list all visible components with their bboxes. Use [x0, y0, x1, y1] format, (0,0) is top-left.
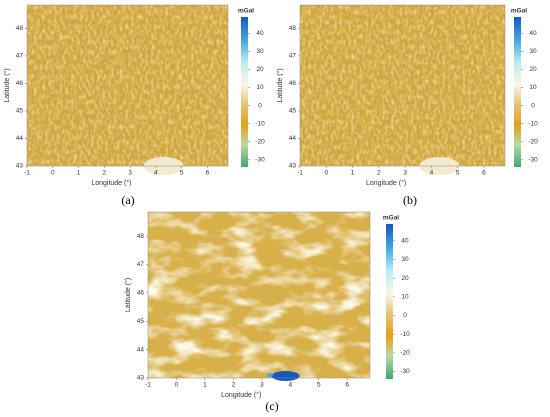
colorbar-tick-label: -20	[528, 138, 538, 145]
x-tick-label: 6	[482, 170, 486, 177]
y-tick-label: 44	[137, 346, 145, 353]
x-tick-label: 1	[203, 382, 207, 389]
colorbar-title: mGal	[238, 8, 254, 15]
map-texture	[300, 5, 505, 166]
x-axis-label: Longitude (°)	[221, 391, 261, 399]
x-tick-label: 4	[288, 382, 292, 389]
colorbar-tick-label: 0	[403, 312, 407, 319]
colorbar-tick-label: 0	[258, 102, 262, 109]
colorbar-tick-label: 10	[256, 84, 264, 91]
y-tick-label: 43	[289, 163, 297, 170]
colorbar-tick-label: 40	[401, 238, 409, 245]
colorbar-tick-label: -20	[255, 138, 265, 145]
y-tick-label: 48	[137, 233, 145, 240]
y-tick-label: 44	[16, 135, 24, 142]
x-tick-label: 2	[232, 382, 236, 389]
y-axis-label: Latitude (°)	[276, 68, 284, 102]
colorbar-tick-label: 20	[256, 66, 264, 73]
map-texture	[27, 5, 228, 166]
x-axis-label: Longitude (°)	[366, 179, 406, 187]
x-tick-label: 5	[456, 170, 460, 177]
y-axis-label: Latitude (°)	[3, 68, 11, 102]
y-tick-label: 43	[16, 163, 24, 170]
colorbar-tick-label: 10	[401, 294, 409, 301]
y-tick-label: 48	[289, 25, 297, 32]
colorbar-tick-label: 30	[256, 48, 264, 55]
y-axis-label: Latitude (°)	[124, 278, 132, 312]
map-frame	[299, 4, 506, 167]
colorbar-tick-label: 20	[529, 66, 537, 73]
y-tick-label: 45	[137, 318, 145, 325]
x-tick-label: 6	[206, 170, 210, 177]
y-tick-label: 46	[137, 290, 145, 297]
x-tick-label: 4	[430, 170, 434, 177]
x-tick-label: -1	[145, 382, 151, 389]
x-tick-label: 2	[377, 170, 381, 177]
y-tick-label: 48	[16, 25, 24, 32]
map-frame	[26, 4, 229, 167]
colorbar-tick-label: -10	[400, 331, 410, 338]
y-tick-label: 45	[16, 108, 24, 115]
y-tick-label: 47	[289, 53, 297, 60]
colorbar-tick-label: 30	[401, 256, 409, 263]
x-tick-label: 0	[175, 382, 179, 389]
colorbar	[514, 17, 521, 167]
colorbar-tick-label: 10	[529, 84, 537, 91]
caption: (b)	[403, 193, 417, 207]
colorbar-tick-label: 40	[529, 30, 537, 37]
colorbar-title: mGal	[383, 215, 399, 222]
x-axis-label: Longitude (°)	[91, 179, 131, 187]
x-tick-label: 4	[154, 170, 158, 177]
map-feature	[267, 373, 274, 377]
y-tick-label: 45	[289, 108, 297, 115]
x-tick-label: 6	[345, 382, 349, 389]
x-tick-label: -1	[24, 170, 30, 177]
colorbar-tick-label: 40	[256, 30, 264, 37]
y-tick-label: 47	[16, 53, 24, 60]
caption: (c)	[265, 399, 278, 413]
colorbar-tick-label: 30	[529, 48, 537, 55]
x-tick-label: -1	[297, 170, 303, 177]
x-tick-label: 1	[77, 170, 81, 177]
map-texture	[148, 212, 370, 378]
y-tick-label: 47	[137, 261, 145, 268]
colorbar-tick-label: 0	[531, 102, 535, 109]
x-tick-label: 5	[317, 382, 321, 389]
map-feature	[271, 371, 300, 381]
x-tick-label: 1	[351, 170, 355, 177]
y-tick-label: 44	[289, 135, 297, 142]
y-tick-label: 43	[137, 375, 145, 382]
y-tick-label: 46	[16, 80, 24, 87]
x-tick-label: 0	[324, 170, 328, 177]
x-tick-label: 3	[128, 170, 132, 177]
colorbar-tick-label: 20	[401, 275, 409, 282]
x-tick-label: 0	[51, 170, 55, 177]
x-tick-label: 2	[102, 170, 106, 177]
colorbar-tick-label: -30	[255, 156, 265, 163]
caption: (a)	[121, 193, 134, 207]
colorbar	[241, 17, 248, 167]
colorbar-tick-label: -20	[400, 350, 410, 357]
x-tick-label: 3	[260, 382, 264, 389]
map-frame	[147, 211, 371, 379]
colorbar-title: mGal	[511, 8, 527, 15]
colorbar	[386, 224, 393, 379]
colorbar-tick-label: -10	[255, 120, 265, 127]
colorbar-tick-label: -30	[400, 368, 410, 375]
colorbar-tick-label: -10	[528, 120, 538, 127]
colorbar-tick-label: -30	[528, 156, 538, 163]
x-tick-label: 3	[403, 170, 407, 177]
x-tick-label: 5	[180, 170, 184, 177]
y-tick-label: 46	[289, 80, 297, 87]
